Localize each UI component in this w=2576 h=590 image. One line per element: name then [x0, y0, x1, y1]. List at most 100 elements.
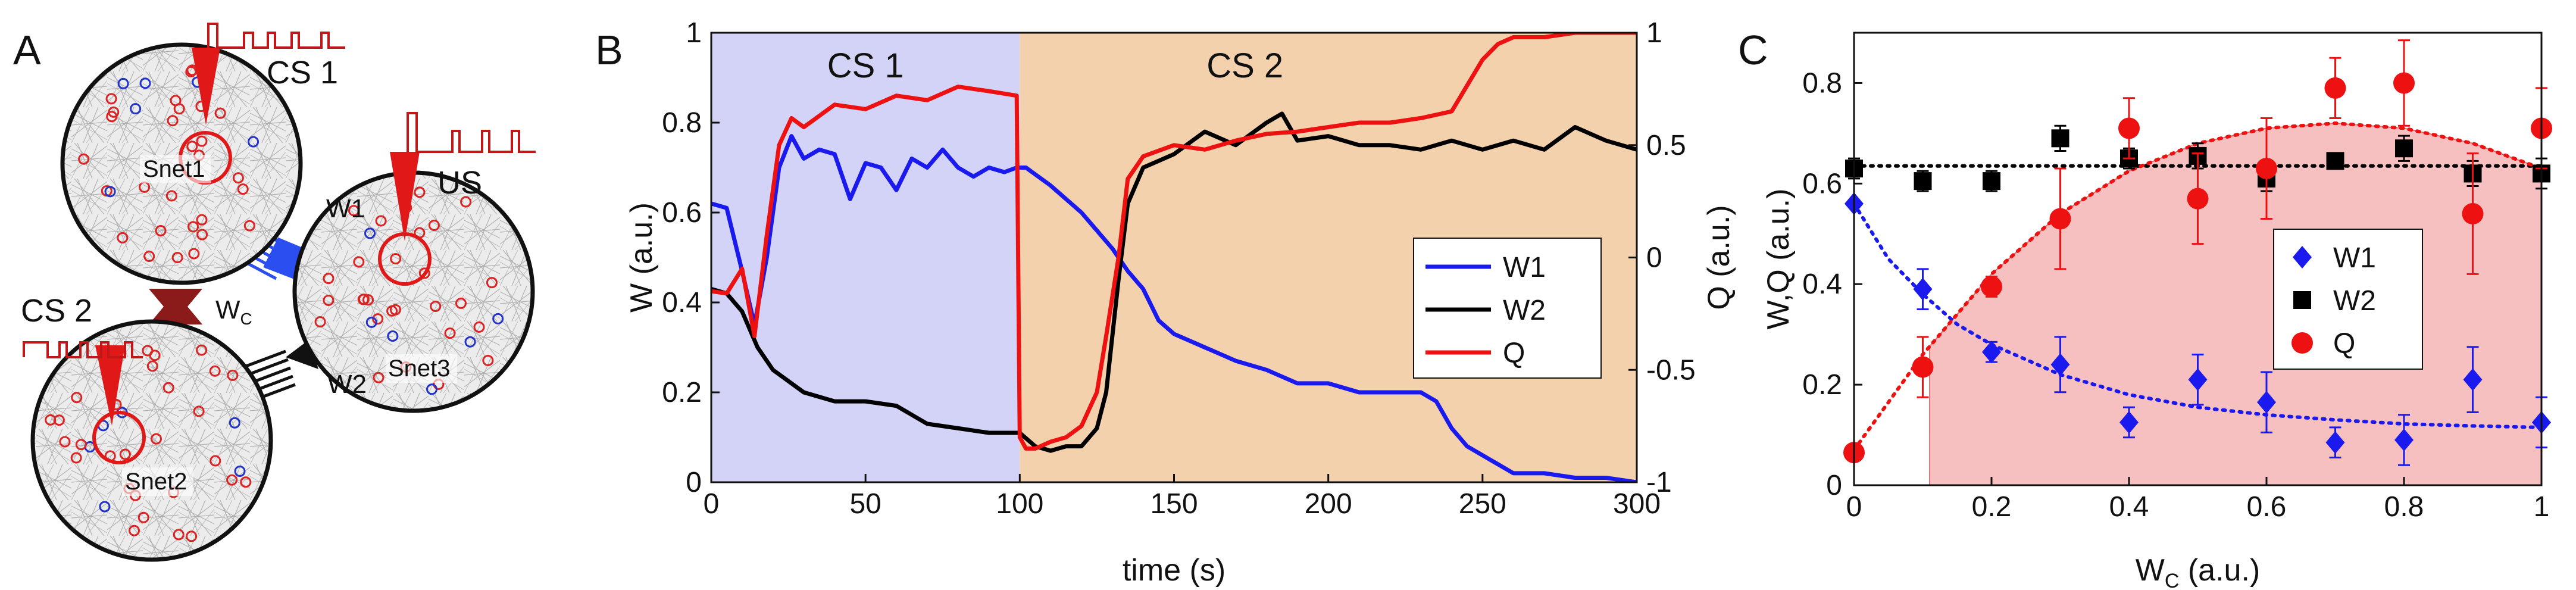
neuron-soma [139, 77, 151, 89]
y-right-tick-label: -1 [1646, 467, 1672, 498]
legend-label-q: Q [1503, 338, 1525, 369]
y-left-tick-label: 1 [686, 17, 702, 49]
y-left-axis-label: W (a.u.) [624, 202, 659, 313]
data-point-w2 [2395, 139, 2413, 158]
q-shaded-region [1929, 122, 2542, 485]
neuron-soma [137, 511, 149, 523]
neuron-soma [214, 107, 226, 119]
neuron-soma [227, 369, 239, 381]
x-tick-label: 250 [1459, 488, 1506, 520]
x-tick-label: 50 [849, 488, 881, 520]
y-right-axis-label: Q (a.u.) [1702, 205, 1736, 310]
panel-a-letter: A [13, 27, 41, 73]
neuron-soma [78, 153, 90, 165]
shaded-region-1 [711, 33, 1020, 482]
neuron-soma [151, 433, 162, 445]
neuron-soma [455, 297, 467, 309]
neuron-soma [362, 294, 374, 306]
neuron-soma [70, 452, 82, 464]
x-axis-label-main: W [2136, 553, 2165, 588]
data-point-w2 [1983, 172, 2000, 191]
data-point-w1 [2325, 431, 2345, 454]
neuron-soma [196, 229, 208, 241]
data-point-w1 [2463, 368, 2483, 391]
neuron-soma [196, 214, 208, 226]
data-point-q [2049, 208, 2071, 230]
y-right-tick-label: 1 [1646, 17, 1662, 49]
legend-marker-w2 [2293, 291, 2311, 309]
neuron-soma [173, 529, 185, 541]
neuron-soma [234, 465, 246, 477]
neuron-soma [372, 313, 384, 325]
neuron-soma [59, 436, 71, 448]
data-point-w1 [1982, 341, 2001, 364]
legend-label-w2: W2 [2333, 285, 2376, 317]
neuron-soma [365, 316, 377, 328]
data-point-w2 [2326, 152, 2344, 170]
y-left-tick-label: 0.6 [662, 197, 702, 229]
x-tick-label: 100 [996, 488, 1043, 520]
cs1-stimulation-electrode-icon [192, 48, 220, 125]
neuron-soma [53, 414, 65, 426]
data-point-q [2118, 117, 2140, 139]
neuron-soma [75, 439, 87, 451]
neuron-soma [142, 345, 154, 357]
neuron-soma [353, 256, 365, 268]
data-point-w1 [2257, 391, 2276, 414]
snet3-neuron-culture-icon [292, 170, 535, 413]
neuron-soma [444, 327, 456, 339]
neuron-soma [165, 190, 177, 202]
data-point-q [1981, 276, 2002, 298]
y-right-tick-label: -0.5 [1646, 354, 1696, 386]
panel-b-letter: B [595, 27, 623, 73]
x-tick-label: 0.2 [1972, 491, 2012, 523]
neuron-soma [314, 316, 326, 328]
y-left-tick-label: 0.2 [662, 377, 702, 408]
neuron-soma [232, 172, 244, 184]
wc-label: WC [215, 295, 252, 328]
neuron-soma [464, 336, 476, 348]
neuron-soma [492, 313, 504, 324]
y-axis-label: W,Q (a.u.) [1761, 189, 1796, 330]
neuron-soma [171, 252, 183, 264]
neuron-soma [117, 232, 129, 244]
neuron-soma [186, 141, 198, 152]
x-axis-label: WC (a.u.) [2136, 553, 2260, 590]
neuron-soma [196, 135, 208, 147]
neuron-soma [428, 219, 440, 231]
neuron-soma [162, 382, 174, 394]
neuron-soma [386, 305, 398, 317]
series-line-w1 [711, 134, 1637, 482]
neuron-soma [173, 103, 185, 115]
x-tick-label: 0.4 [2109, 491, 2149, 523]
data-point-w1 [2394, 429, 2414, 451]
snet2-label: Snet2 [125, 469, 187, 495]
data-point-w1 [2050, 353, 2070, 376]
neuron-soma [460, 196, 472, 208]
series-line-w2 [711, 111, 1637, 453]
neuron-soma [486, 277, 498, 289]
y-left-tick-label: 0 [686, 467, 702, 498]
neuron-soma [108, 106, 120, 118]
panel-a-schematic: A [13, 23, 536, 562]
neuron-soma [155, 225, 167, 237]
cs2-pulse-train-icon [23, 341, 143, 358]
neuron-soma [364, 227, 376, 239]
data-point-q [1912, 356, 1934, 378]
y-left-tick-label: 0.8 [662, 107, 702, 139]
neuron-soma [426, 383, 438, 395]
data-point-q [2324, 77, 2346, 99]
neuron-soma [473, 321, 485, 333]
data-point-w1 [1913, 277, 1933, 301]
wc-connection-bundle-icon [149, 289, 202, 324]
neuron-soma [99, 501, 111, 513]
neuron-soma [226, 474, 238, 486]
y-right-tick-label: 0 [1646, 242, 1662, 274]
neuron-soma [187, 221, 199, 233]
neuron-soma [196, 344, 208, 356]
neuron-soma [188, 248, 200, 260]
neuron-soma [128, 525, 140, 536]
data-point-q [2462, 203, 2484, 224]
snet2-neuron-culture-icon [30, 319, 273, 562]
cs2-stimulation-electrode-icon [95, 345, 125, 426]
